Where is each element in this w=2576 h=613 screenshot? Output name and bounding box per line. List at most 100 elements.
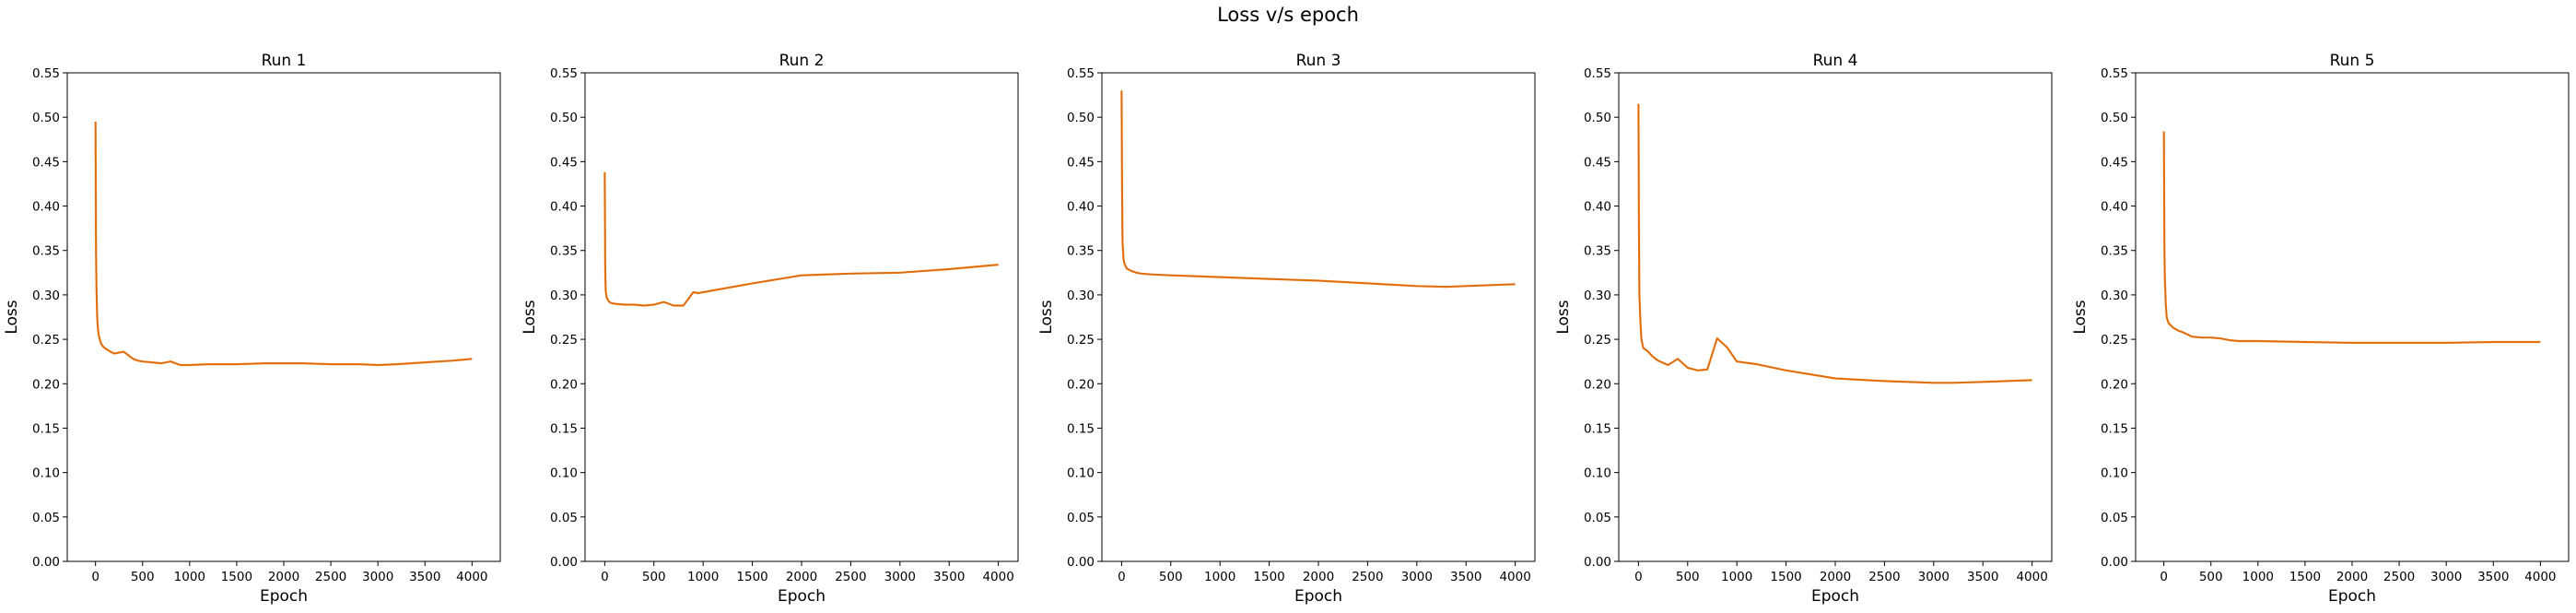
run1-ytick-label: 0.10 <box>32 466 60 481</box>
run5-ylabel: Loss <box>2071 300 2090 334</box>
run3-title: Run 3 <box>1296 52 1341 70</box>
run4-xlabel: Epoch <box>1811 587 1859 606</box>
run3-xtick-label: 3500 <box>1450 570 1481 584</box>
run2-series-line-1 <box>603 171 999 307</box>
run5-ytick-label: 0.45 <box>2101 155 2128 170</box>
run4-xtick-label: 3500 <box>1967 570 1998 584</box>
run1-xlabel: Epoch <box>260 587 308 606</box>
run5-series-line-1 <box>2162 131 2541 344</box>
run1-series-line-2 <box>95 121 473 366</box>
run2-xtick-label: 2500 <box>835 570 866 584</box>
run2-xtick-label: 4000 <box>982 570 1013 584</box>
run3-xtick-label: 1500 <box>1253 570 1284 584</box>
run1-ytick-label: 0.30 <box>32 289 60 303</box>
run3-ytick-label: 0.15 <box>1067 421 1095 436</box>
run5-ytick-label: 0.40 <box>2101 200 2128 215</box>
run4-xtick-label: 1500 <box>1770 570 1801 584</box>
run5-series-line-2 <box>2163 131 2541 344</box>
run4-ytick-label: 0.05 <box>1584 511 1611 525</box>
run4-xtick-label: 3000 <box>1918 570 1950 584</box>
run1-xtick-label: 2000 <box>268 570 299 584</box>
run2-xtick-label: 3000 <box>884 570 916 584</box>
run1-ytick-label: 0.35 <box>32 244 60 259</box>
run5-ytick-label: 0.35 <box>2101 244 2128 259</box>
run4-series-line-1 <box>1637 103 2032 384</box>
run1-ylabel: Loss <box>3 300 21 334</box>
run2-series-line-2 <box>603 171 999 307</box>
run1-series-line-1 <box>94 121 473 367</box>
run4-xtick-label: 500 <box>1676 570 1700 584</box>
run2-xtick-label: 2000 <box>786 570 817 584</box>
run1-xtick-label: 3500 <box>409 570 440 584</box>
run4-plot-frame <box>1618 72 2053 562</box>
run3-xtick-label: 4000 <box>1499 570 1530 584</box>
run5-ytick-label: 0.30 <box>2101 289 2128 303</box>
run3-series-line-1 <box>1120 90 1516 289</box>
run1-ytick-label: 0.45 <box>32 155 60 170</box>
run4-xtick-label: 2000 <box>1820 570 1851 584</box>
run2-xtick-label: 0 <box>601 570 609 584</box>
run4-ytick-label: 0.45 <box>1584 155 1611 170</box>
run5-ytick-label: 0.10 <box>2101 466 2128 481</box>
run2-ytick-label: 0.20 <box>550 377 578 392</box>
run5-xtick-label: 1000 <box>2242 570 2274 584</box>
run4-ytick-label: 0.00 <box>1584 555 1611 570</box>
run3-ytick-label: 0.10 <box>1067 466 1095 481</box>
run4-title: Run 4 <box>1813 52 1858 70</box>
run4-ytick-label: 0.55 <box>1584 66 1611 81</box>
run1-xtick-label: 0 <box>91 570 100 584</box>
run5-plot-frame <box>2135 72 2570 562</box>
run5-ytick-label: 0.55 <box>2101 66 2128 81</box>
run2-xtick-label: 3500 <box>933 570 965 584</box>
run3-ylabel: Loss <box>1037 300 1056 334</box>
run5-xtick-label: 2500 <box>2383 570 2415 584</box>
run4-ytick-label: 0.25 <box>1584 333 1611 348</box>
run1-ytick-label: 0.40 <box>32 200 60 215</box>
run1-xtick-label: 500 <box>131 570 155 584</box>
run3-xtick-label: 1000 <box>1204 570 1235 584</box>
run5-xtick-label: 3500 <box>2477 570 2509 584</box>
run3-xtick-label: 500 <box>1159 570 1183 584</box>
run1-ytick-label: 0.20 <box>32 377 60 392</box>
run1-ytick-label: 0.25 <box>32 333 60 348</box>
run3-xtick-label: 0 <box>1118 570 1126 584</box>
run5-xtick-label: 3000 <box>2430 570 2462 584</box>
run3-ytick-label: 0.55 <box>1067 66 1095 81</box>
run2-plot-frame <box>584 72 1019 562</box>
run3-xtick-label: 3000 <box>1401 570 1433 584</box>
run5-xtick-label: 500 <box>2199 570 2223 584</box>
run2-ytick-label: 0.40 <box>550 200 578 215</box>
run1-xtick-label: 4000 <box>456 570 487 584</box>
run3-ytick-label: 0.50 <box>1067 111 1095 125</box>
run3-ytick-label: 0.30 <box>1067 289 1095 303</box>
run3-ytick-label: 0.35 <box>1067 244 1095 259</box>
run2-ytick-label: 0.05 <box>550 511 578 525</box>
run2-ytick-label: 0.10 <box>550 466 578 481</box>
run3-xtick-label: 2500 <box>1352 570 1383 584</box>
figure-title: Loss v/s epoch <box>1217 4 1359 26</box>
run3-xtick-label: 2000 <box>1303 570 1334 584</box>
run5-xtick-label: 4000 <box>2524 570 2556 584</box>
run3-ytick-label: 0.20 <box>1067 377 1095 392</box>
run1-ytick-label: 0.55 <box>32 66 60 81</box>
run4-xtick-label: 2500 <box>1868 570 1900 584</box>
run4-ylabel: Loss <box>1554 300 1573 334</box>
run3-xlabel: Epoch <box>1294 587 1342 606</box>
run1-xtick-label: 1500 <box>221 570 252 584</box>
run3-ytick-label: 0.25 <box>1067 333 1095 348</box>
run4-series-line-2 <box>1637 103 2032 383</box>
run4-xtick-label: 0 <box>1634 570 1643 584</box>
run1-xtick-label: 1000 <box>174 570 205 584</box>
run4-ytick-label: 0.35 <box>1584 244 1611 259</box>
run1-ytick-label: 0.50 <box>32 111 60 125</box>
run5-ytick-label: 0.15 <box>2101 421 2128 436</box>
run4-xtick-label: 4000 <box>2016 570 2047 584</box>
run2-title: Run 2 <box>779 52 825 70</box>
run3-series-line-2 <box>1120 90 1516 288</box>
run4-xtick-label: 1000 <box>1721 570 1752 584</box>
run2-ytick-label: 0.45 <box>550 155 578 170</box>
run2-ytick-label: 0.25 <box>550 333 578 348</box>
run2-ytick-label: 0.50 <box>550 111 578 125</box>
